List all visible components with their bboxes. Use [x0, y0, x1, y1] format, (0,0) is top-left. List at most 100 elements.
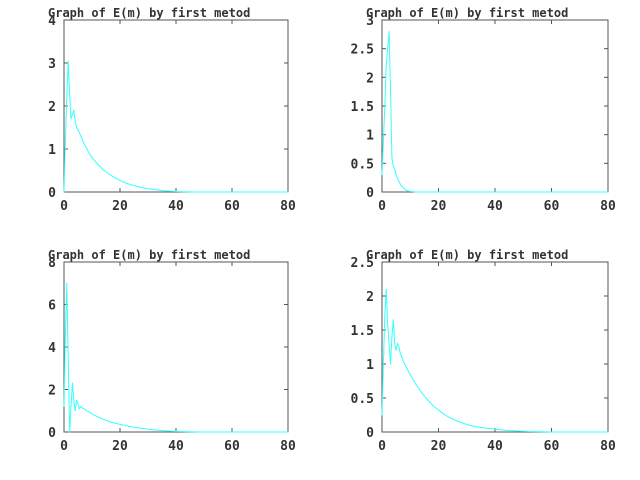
data-point [423, 191, 425, 193]
data-point [387, 48, 389, 50]
data-point [528, 431, 530, 432]
data-point [404, 363, 406, 365]
chart-title: Graph of E(m) by first metod [48, 248, 250, 262]
data-point [66, 96, 68, 98]
x-tick-label: 20 [431, 199, 447, 214]
data-point [113, 422, 115, 424]
x-tick-label: 40 [487, 439, 503, 454]
y-tick-label: 0 [48, 426, 56, 441]
plot-frame [63, 19, 289, 193]
chart-panel-3: Graph of E(m) by first metod 0 20 40 60 80 0 2 4… [48, 248, 296, 454]
data-point [390, 88, 391, 90]
y-tick-label: 1.5 [351, 324, 374, 339]
data-point [181, 191, 183, 193]
data-point [390, 363, 391, 365]
data-point [69, 92, 71, 94]
y-tick-label: 0 [366, 186, 374, 201]
data-point [147, 188, 149, 190]
y-tick-label: 2.5 [351, 256, 374, 271]
data-point [192, 191, 194, 193]
data-point [85, 147, 87, 149]
series-line [63, 283, 288, 433]
data-point [97, 163, 99, 165]
data-point [395, 174, 397, 176]
data-point [169, 190, 171, 192]
data-point [392, 165, 394, 167]
plot-frame [381, 261, 609, 433]
data-point [217, 191, 219, 193]
data-point [125, 182, 127, 184]
plot-frame [381, 19, 609, 193]
y-tick-label: 6 [48, 299, 56, 314]
y-tick-label: 3 [48, 57, 56, 72]
data-point [71, 114, 73, 116]
data-point [397, 343, 398, 345]
data-point [384, 105, 386, 107]
data-point [217, 431, 219, 433]
data-point [421, 392, 423, 394]
x-tick-label: 0 [60, 199, 68, 214]
y-tick-label: 0 [366, 426, 374, 441]
data-point [565, 431, 567, 433]
data-point [401, 356, 403, 358]
data-point [398, 346, 400, 348]
data-point [88, 152, 90, 154]
data-point [136, 185, 138, 187]
data-point [113, 176, 115, 178]
data-point [80, 135, 82, 137]
data-point [164, 190, 166, 192]
y-tick-label: 1 [366, 358, 374, 373]
data-point [551, 191, 552, 193]
data-point [409, 374, 411, 376]
chart-panel-1: Graph of E(m) by first metod 0 20 40 60 80 0 1 2… [48, 6, 296, 214]
series-line [381, 289, 608, 433]
data-point [141, 427, 143, 429]
data-point [426, 398, 428, 400]
y-tick-label: 2 [366, 290, 374, 305]
data-point [539, 431, 541, 433]
data-point [449, 417, 451, 419]
data-point [153, 429, 155, 431]
data-point [197, 431, 199, 433]
data-point [102, 169, 104, 171]
data-point [394, 343, 396, 345]
data-point [74, 410, 76, 412]
chart-panel-4: Graph of E(m) by first metod 0 20 40 60 80 0 0.… [351, 248, 616, 454]
data-point [153, 188, 155, 190]
data-point [388, 343, 390, 345]
x-tick-label: 20 [112, 199, 128, 214]
data-point [186, 431, 188, 433]
data-point [119, 423, 121, 425]
data-point [203, 191, 205, 193]
x-tick-label: 60 [224, 199, 240, 214]
y-tick-label: 0.5 [351, 157, 374, 172]
data-point [381, 414, 383, 416]
y-tick-label: 2 [366, 71, 374, 86]
data-point [64, 139, 66, 141]
data-point [415, 191, 417, 193]
data-point [494, 428, 496, 430]
data-point [130, 184, 132, 186]
data-point [287, 191, 289, 193]
chart-title: Graph of E(m) by first metod [366, 6, 568, 20]
data-point [392, 319, 394, 321]
data-point [102, 418, 104, 420]
data-point [443, 413, 445, 415]
data-point [67, 60, 69, 62]
data-point [175, 430, 177, 432]
y-tick-label: 4 [48, 14, 56, 29]
data-point [78, 132, 80, 134]
data-point [384, 315, 386, 317]
data-point [70, 118, 72, 120]
data-point [91, 413, 93, 415]
data-point [74, 120, 76, 122]
data-point [77, 129, 79, 131]
data-point [88, 411, 90, 413]
data-point [130, 426, 132, 428]
y-tick-label: 4 [48, 341, 56, 356]
data-point [382, 139, 384, 141]
data-point [454, 419, 456, 421]
data-point [382, 363, 384, 365]
series-line [63, 60, 288, 193]
